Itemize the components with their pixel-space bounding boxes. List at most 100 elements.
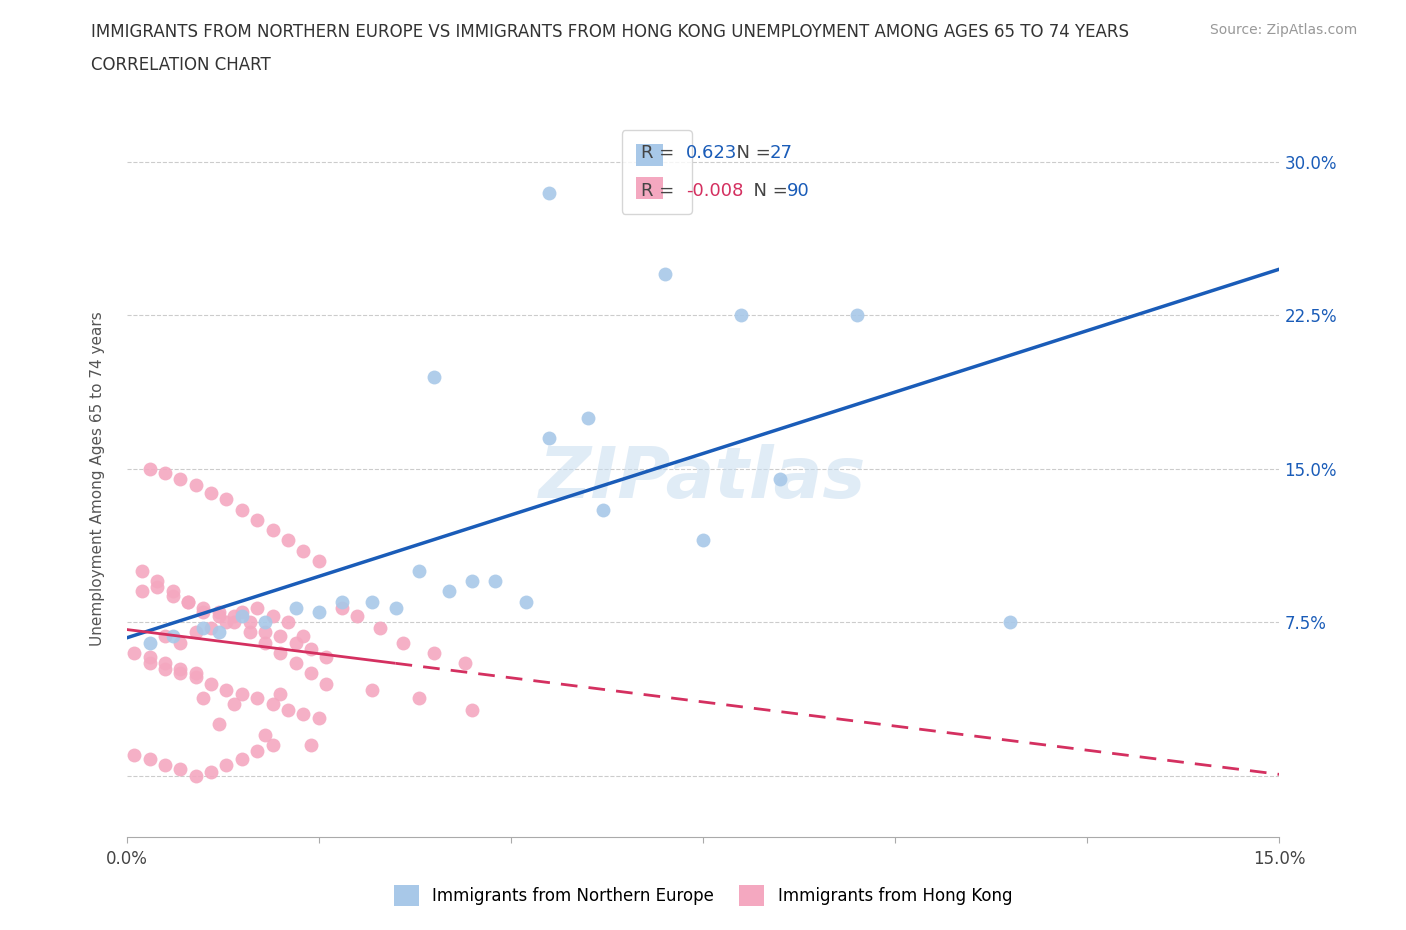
Point	[231, 686, 253, 701]
Legend: Immigrants from Northern Europe, Immigrants from Hong Kong: Immigrants from Northern Europe, Immigra…	[387, 879, 1019, 912]
Point	[277, 615, 299, 630]
Point	[654, 267, 676, 282]
Point	[184, 625, 207, 640]
Point	[538, 185, 561, 200]
Text: N =: N =	[742, 182, 793, 200]
Point	[231, 604, 253, 619]
Point	[238, 625, 260, 640]
Point	[138, 751, 160, 766]
Point	[138, 649, 160, 664]
Point	[1000, 615, 1022, 630]
Point	[277, 703, 299, 718]
Point	[208, 717, 231, 732]
Point	[262, 697, 284, 711]
Point	[224, 608, 246, 623]
Point	[215, 758, 238, 773]
Point	[238, 615, 260, 630]
Point	[246, 744, 269, 759]
Point	[215, 683, 238, 698]
Point	[193, 621, 215, 636]
Point	[215, 615, 238, 630]
Y-axis label: Unemployment Among Ages 65 to 74 years: Unemployment Among Ages 65 to 74 years	[90, 312, 105, 646]
Point	[692, 533, 714, 548]
Point	[153, 629, 176, 644]
Point	[292, 707, 315, 722]
Point	[299, 642, 322, 657]
Point	[169, 662, 191, 677]
Point	[208, 604, 231, 619]
Point	[330, 594, 353, 609]
Point	[138, 635, 160, 650]
Point	[169, 762, 191, 777]
Point	[592, 502, 614, 517]
Point	[330, 601, 353, 616]
Text: ZIPatlas: ZIPatlas	[540, 445, 866, 513]
Point	[138, 656, 160, 671]
Text: -0.008: -0.008	[686, 182, 742, 200]
Point	[253, 727, 276, 742]
Point	[193, 601, 215, 616]
Text: CORRELATION CHART: CORRELATION CHART	[91, 56, 271, 73]
Point	[200, 485, 222, 500]
Point	[284, 601, 307, 616]
Point	[153, 465, 176, 480]
Point	[246, 601, 269, 616]
Point	[146, 580, 169, 595]
Point	[122, 748, 145, 763]
Point	[308, 604, 330, 619]
Point	[423, 369, 446, 384]
Point	[292, 629, 315, 644]
Point	[538, 431, 561, 445]
Point	[408, 564, 430, 578]
Point	[368, 621, 391, 636]
Point	[484, 574, 506, 589]
Point	[200, 764, 222, 779]
Point	[146, 574, 169, 589]
Point	[384, 601, 406, 616]
Point	[262, 608, 284, 623]
Point	[184, 768, 207, 783]
Point	[131, 584, 153, 599]
Point	[131, 564, 153, 578]
Point	[361, 683, 384, 698]
Point	[224, 697, 246, 711]
Point	[193, 604, 215, 619]
Point	[153, 758, 176, 773]
Point	[177, 594, 200, 609]
Point	[423, 645, 446, 660]
Text: 90: 90	[787, 182, 810, 200]
Point	[184, 478, 207, 493]
Text: 27: 27	[770, 143, 793, 162]
Point	[253, 625, 276, 640]
Point	[215, 492, 238, 507]
Text: R =: R =	[641, 143, 679, 162]
Point	[361, 594, 384, 609]
Point	[461, 703, 484, 718]
Point	[200, 621, 222, 636]
Text: R =: R =	[641, 182, 679, 200]
Point	[169, 666, 191, 681]
Point	[224, 615, 246, 630]
Point	[269, 645, 291, 660]
Point	[284, 635, 307, 650]
Point	[408, 690, 430, 705]
Point	[576, 410, 599, 425]
Point	[308, 553, 330, 568]
Legend: , : ,	[621, 130, 692, 214]
Point	[246, 512, 269, 527]
Point	[246, 690, 269, 705]
Point	[269, 686, 291, 701]
Point	[292, 543, 315, 558]
Point	[315, 649, 337, 664]
Point	[200, 676, 222, 691]
Point	[392, 635, 415, 650]
Point	[162, 584, 184, 599]
Point	[461, 574, 484, 589]
Text: Source: ZipAtlas.com: Source: ZipAtlas.com	[1209, 23, 1357, 37]
Point	[515, 594, 537, 609]
Point	[845, 308, 868, 323]
Point	[122, 645, 145, 660]
Point	[138, 461, 160, 476]
Point	[184, 670, 207, 684]
Text: IMMIGRANTS FROM NORTHERN EUROPE VS IMMIGRANTS FROM HONG KONG UNEMPLOYMENT AMONG : IMMIGRANTS FROM NORTHERN EUROPE VS IMMIG…	[91, 23, 1129, 41]
